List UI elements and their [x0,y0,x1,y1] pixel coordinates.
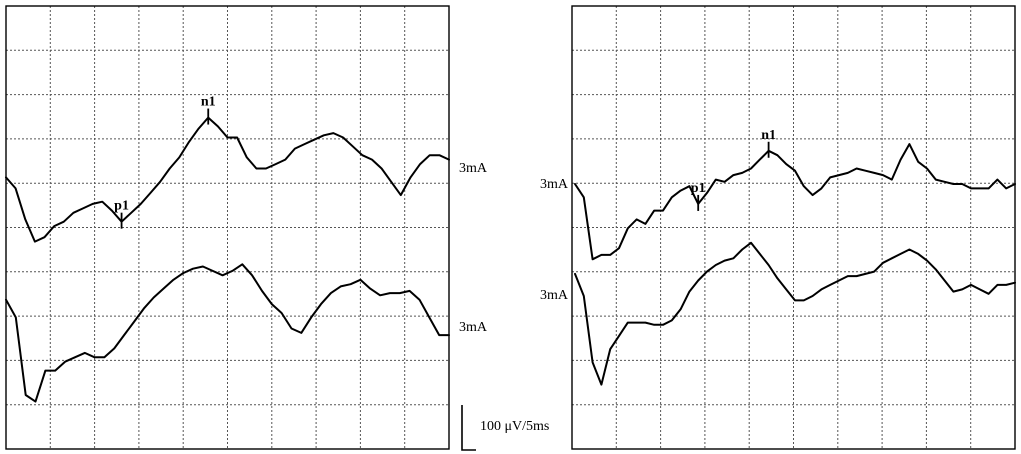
right-trace-1 [574,143,1016,261]
left-trace-1-label: 3mA [459,161,488,176]
left-trace-2-label: 3mA [459,320,488,335]
peak-label-n1: n1 [201,95,216,110]
left-panel-frame [5,5,450,450]
right-waveform-panel: p1 n1 3mA 3mA [540,5,1016,450]
peak-label-p1: p1 [114,199,129,214]
right-panel-traces: p1 n1 [574,128,1016,386]
left-panel-traces: p1 n1 [5,95,450,403]
left-trace-2 [5,263,450,403]
scale-bar-label: 100 μV/5ms [480,419,549,434]
right-trace-1-label: 3mA [540,177,569,192]
right-panel-frame [571,5,1016,450]
scale-bar-lines [461,405,476,451]
left-trace-1 [5,116,450,243]
right-panel-grid [572,6,1015,449]
peak-label-n1: n1 [761,128,776,143]
left-waveform-panel: p1 n1 3mA 3mA [5,5,488,450]
left-panel-grid [6,6,449,449]
right-trace-2 [574,241,1016,386]
scale-bar: 100 μV/5ms [461,405,549,451]
peak-label-p1: p1 [691,181,706,196]
right-trace-2-label: 3mA [540,288,569,303]
